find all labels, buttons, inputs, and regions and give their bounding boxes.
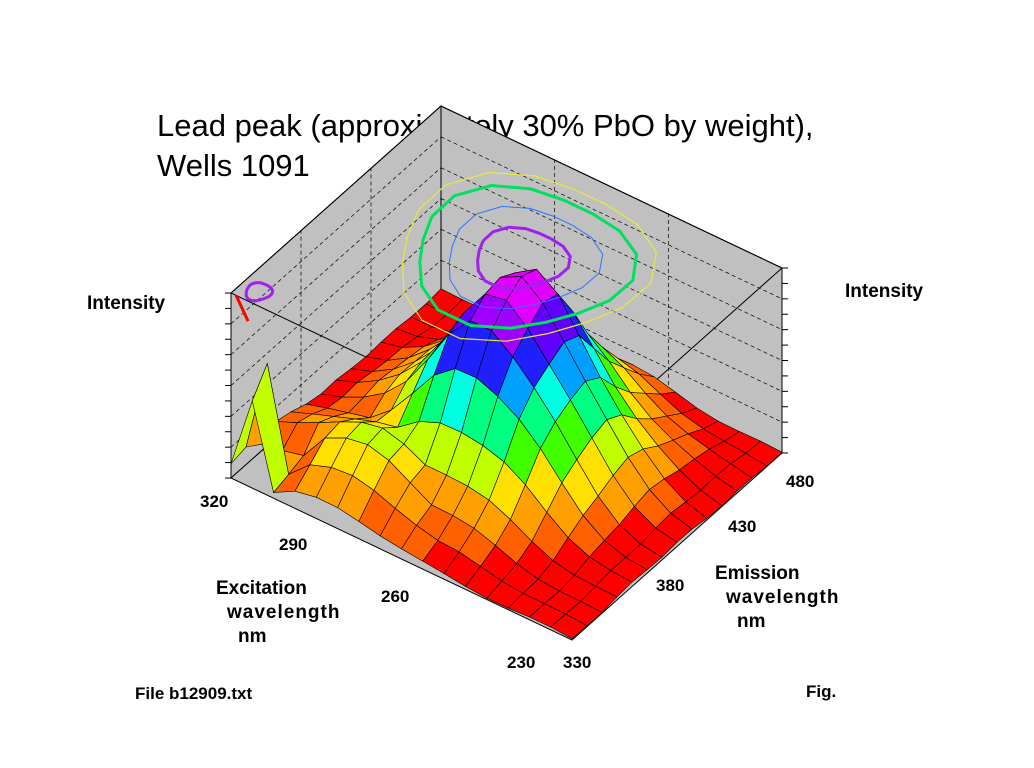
- contour-red-segment: [234, 294, 250, 322]
- surface-patch: [550, 613, 588, 640]
- contour-ring-purple: [476, 225, 572, 291]
- y-tick-label: 430: [728, 517, 757, 536]
- contour-ring-green: [418, 183, 639, 330]
- z-axis-label-left: Intensity: [87, 293, 166, 314]
- x-tick-label: 230: [507, 653, 536, 672]
- y-axis-label-line: nm: [737, 611, 766, 632]
- x-axis-label: Excitation wavelength nm: [216, 577, 340, 649]
- y-axis-label-line: wavelength: [726, 587, 840, 608]
- contour-ring-blue: [448, 205, 604, 310]
- ceiling-outline: [230, 105, 783, 456]
- fig-label: Fig.: [806, 682, 837, 701]
- wall-gridline: [230, 167, 442, 355]
- y-tick-label: 380: [656, 576, 685, 595]
- wall-gridline: [230, 229, 442, 417]
- y-tick-label: 480: [786, 472, 815, 491]
- wall-gridline: [230, 198, 442, 386]
- z-axis-label-right: Intensity: [845, 281, 924, 302]
- chart-title-line-2: Wells 1091: [157, 148, 310, 183]
- y-tick-label: 330: [563, 653, 592, 672]
- x-axis-label-line: wavelength: [227, 602, 341, 623]
- x-axis-label-line: Excitation: [216, 578, 307, 599]
- wall-gridline: [230, 136, 442, 325]
- x-tick-label: 290: [279, 535, 308, 554]
- top-contours: [234, 171, 658, 342]
- file-label: File b12909.txt: [135, 684, 253, 703]
- plot-axes: [225, 267, 788, 479]
- x-tick-label: 260: [381, 587, 410, 606]
- contour-spike-purple: [244, 281, 275, 303]
- contour-ring-yellow: [401, 171, 658, 342]
- y-axis-label-line: Emission: [715, 563, 800, 584]
- y-axis-label: Emission wavelength nm: [715, 562, 839, 634]
- x-axis-label-line: nm: [238, 626, 267, 647]
- x-tick-label: 320: [200, 492, 229, 511]
- wall-gridline: [230, 259, 442, 448]
